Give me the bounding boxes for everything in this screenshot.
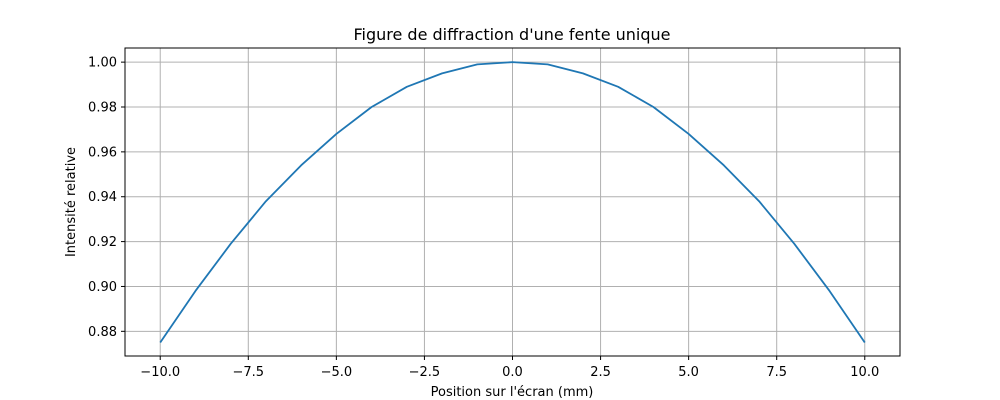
grid xyxy=(125,48,900,356)
x-tick-label: 10.0 xyxy=(850,365,879,380)
y-tick-label: 1.00 xyxy=(88,56,117,71)
x-tick-label: −5.0 xyxy=(321,365,353,380)
x-tick-label: 0.0 xyxy=(502,365,523,380)
y-tick-label: 0.94 xyxy=(88,190,117,205)
x-tick-label: 7.5 xyxy=(766,365,787,380)
x-tick-label: 2.5 xyxy=(590,365,611,380)
x-tick-label: −7.5 xyxy=(233,365,265,380)
x-axis: −10.0 −7.5 −5.0 −2.5 0.0 2.5 5.0 7.5 10.0 xyxy=(140,356,879,380)
y-tick-label: 0.96 xyxy=(88,145,117,160)
y-tick-label: 0.88 xyxy=(88,325,117,340)
y-tick-label: 0.98 xyxy=(88,100,117,115)
y-axis: 0.88 0.90 0.92 0.94 0.96 0.98 1.00 xyxy=(88,56,125,340)
x-axis-label: Position sur l'écran (mm) xyxy=(431,385,594,400)
chart-title: Figure de diffraction d'une fente unique xyxy=(353,25,670,44)
x-tick-label: −2.5 xyxy=(409,365,441,380)
y-axis-label: Intensité relative xyxy=(64,147,79,257)
x-tick-label: 5.0 xyxy=(678,365,699,380)
series-line xyxy=(159,61,866,344)
y-tick-label: 0.90 xyxy=(88,280,117,295)
plot-area xyxy=(159,61,866,344)
y-tick-label: 0.92 xyxy=(88,235,117,250)
x-tick-label: −10.0 xyxy=(140,365,180,380)
